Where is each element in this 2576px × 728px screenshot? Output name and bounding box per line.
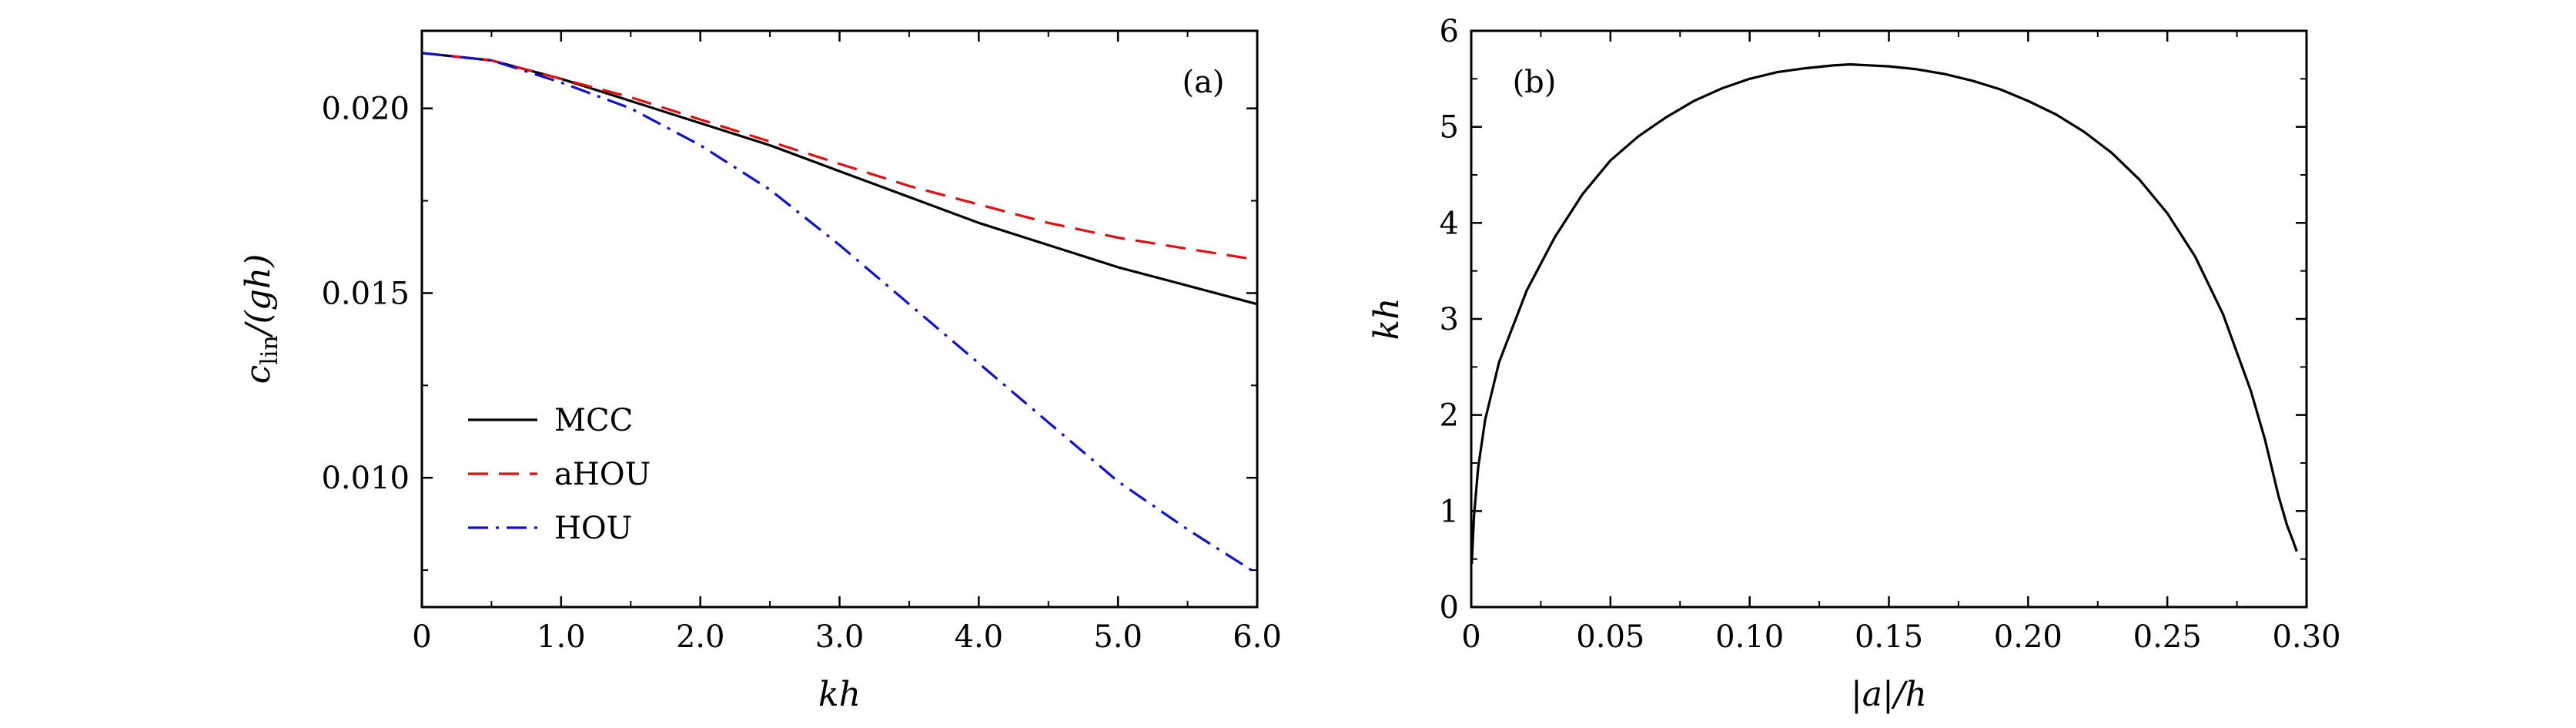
panel-a-x-tick-label: 1.0	[537, 619, 586, 655]
panel-a-x-tick-label: 5.0	[1093, 619, 1142, 655]
panel-a: 0 1.0 2.0 3.0 4.0 5.0 6.0 0.010 0.015 0.020 (a) k…	[239, 29, 1282, 714]
panel-b-x-tick-label: 0.20	[1994, 619, 2062, 655]
legend-hou-label: HOU	[554, 511, 632, 546]
panel-b-y-tick-label: 6	[1440, 14, 1459, 49]
panel-b-y-axis-label: kh	[1367, 298, 1407, 341]
panel-b-y-tick-label: 5	[1440, 110, 1459, 146]
panel-b-y-tick-label: 1	[1440, 494, 1459, 529]
panel-a-lines	[421, 52, 1258, 575]
panel-b-x-tick-label: 0	[1461, 619, 1480, 655]
panel-a-legend: MCC aHOU HOU	[468, 403, 651, 546]
panel-b-label: (b)	[1513, 65, 1557, 100]
panel-a-x-axis-label: kh	[818, 675, 861, 714]
panel-a-x-tick-label: 4.0	[955, 619, 1004, 655]
legend-ahou-label: aHOU	[554, 457, 651, 492]
panel-a-x-tick-label: 0	[412, 619, 431, 655]
panel-b-y-tick-label: 3	[1440, 302, 1459, 337]
panel-a-y-tick-label: 0.020	[321, 92, 410, 127]
panel-b-lines	[1470, 62, 2298, 564]
panel-a-ticks: 0 1.0 2.0 3.0 4.0 5.0 6.0 0.010 0.015 0.020	[321, 31, 1282, 655]
panel-a-y-axis-label-main: c	[239, 365, 278, 384]
panel-a-y-tick-label: 0.010	[321, 461, 410, 496]
panel-b-ticks: 0 0.05 0.10 0.15 0.20 0.25 0.30 0 1 2 3 4 5 6	[1440, 14, 2341, 655]
panel-b-x-axis-label: |a|/h	[1851, 675, 1927, 714]
panel-b-x-tick-label: 0.30	[2272, 619, 2340, 655]
panel-a-series-mcc-line	[421, 52, 1258, 306]
panel-b-series-curve-line	[1470, 62, 2298, 564]
panel-a-frame	[420, 29, 1259, 609]
panel-b-y-tick-label: 4	[1440, 206, 1459, 241]
panel-a-series-ahou-line	[421, 52, 1258, 261]
panel-a-y-axis-label-sub: lin	[256, 335, 283, 365]
panel-a-label: (a)	[1182, 65, 1224, 100]
panel-a-x-tick-label: 6.0	[1233, 619, 1282, 655]
panel-b: 0 0.05 0.10 0.15 0.20 0.25 0.30 0 1 2 3 4 5 6 (b) |a|…	[1367, 14, 2341, 714]
panel-b-y-tick-label: 2	[1440, 398, 1459, 434]
panel-b-frame	[1470, 29, 2308, 609]
panel-a-series-hou-line	[421, 52, 1258, 575]
panel-b-x-tick-label: 0.05	[1576, 619, 1644, 655]
panel-b-x-tick-label: 0.10	[1715, 619, 1784, 655]
panel-a-y-tick-label: 0.015	[321, 276, 410, 311]
panel-a-y-axis-label: clin/(gh)	[239, 254, 283, 384]
panel-b-x-tick-label: 0.25	[2133, 619, 2202, 655]
panel-b-x-tick-label: 0.15	[1855, 619, 1923, 655]
panel-a-y-axis-label-rest: /(gh)	[239, 254, 278, 339]
panel-a-x-tick-label: 3.0	[815, 619, 865, 655]
legend-mcc-label: MCC	[554, 403, 633, 438]
panel-b-y-tick-label: 0	[1440, 590, 1459, 626]
panel-a-x-tick-label: 2.0	[676, 619, 725, 655]
